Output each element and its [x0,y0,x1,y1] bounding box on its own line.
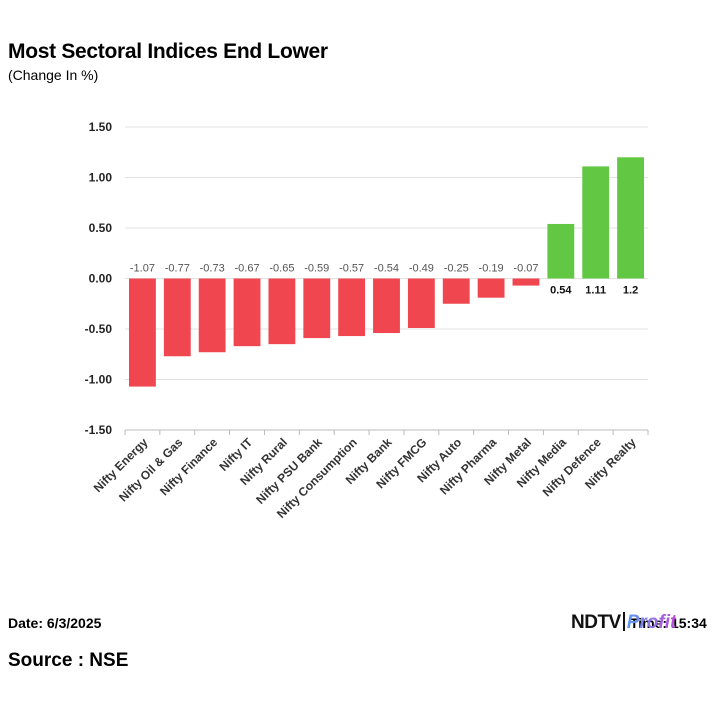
data-label: -0.67 [234,263,259,275]
chart-subtitle: (Change In %) [8,67,99,83]
data-label: -0.07 [513,263,538,275]
y-tick-label: -0.50 [85,322,113,336]
bar [163,278,191,357]
data-label: 0.54 [550,285,572,297]
bar [547,223,575,279]
source-label: Source : NSE [8,650,129,671]
data-label: 1.2 [623,285,638,297]
bar [442,278,470,304]
bar-chart: 1.501.000.500.00-0.50-1.00-1.50-1.07Nift… [85,120,649,521]
logo-ndtv-text: NDTV [571,612,621,633]
y-tick-label: 1.00 [89,171,113,185]
bar [268,278,296,345]
logo-divider [622,612,625,631]
y-tick-label: 0.50 [89,221,113,235]
data-label: -0.49 [409,263,434,275]
bar [129,278,156,387]
bar [338,278,366,337]
y-tick-label: -1.00 [85,373,113,387]
y-tick-label: 1.50 [89,120,113,134]
time-label: Time: 15:34 [630,615,707,631]
chart-title: Most Sectoral Indices End Lower [8,40,328,63]
data-label: -0.65 [269,263,294,275]
data-label: -0.25 [444,263,469,275]
data-label: -0.73 [200,263,225,275]
data-label: 1.11 [585,285,606,297]
y-tick-label: 0.00 [89,272,113,286]
y-tick-label: -1.50 [85,423,113,437]
bar [303,278,331,339]
logo-profit-text: Profit [626,612,677,633]
data-label: -1.07 [130,263,155,275]
bar [617,157,644,279]
bar [582,166,610,279]
bar [512,278,540,286]
ndtv-profit-logo: NDTV Profit [571,612,676,634]
bar [407,278,435,328]
bar [477,278,505,298]
bar [198,278,226,353]
data-label: -0.57 [339,263,364,275]
bar [233,278,261,347]
data-label: -0.59 [304,263,329,275]
date-label: Date: 6/3/2025 [8,615,102,631]
data-label: -0.54 [374,263,399,275]
bar [373,278,400,334]
data-label: -0.77 [165,263,190,275]
data-label: -0.19 [479,263,504,275]
